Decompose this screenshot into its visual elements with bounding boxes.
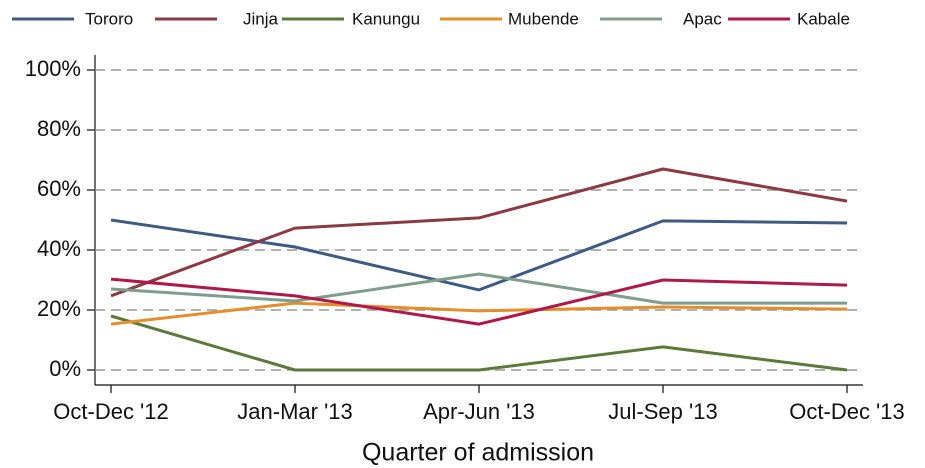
y-tick-label: 80% bbox=[37, 116, 81, 141]
series-line bbox=[110, 218, 848, 292]
y-tick-label: 60% bbox=[37, 176, 81, 201]
legend-label: Jinja bbox=[243, 9, 279, 28]
legend-label: Tororo bbox=[85, 9, 133, 28]
legend-label: Kanungu bbox=[352, 9, 420, 28]
series-line bbox=[110, 272, 847, 305]
legend-label: Kabale bbox=[797, 9, 850, 28]
y-tick-label: 0% bbox=[49, 356, 81, 381]
legend-label: Mubende bbox=[508, 9, 579, 28]
x-tick-label: Oct-Dec '12 bbox=[53, 399, 168, 424]
series-line bbox=[110, 277, 848, 326]
y-tick-label: 20% bbox=[37, 296, 81, 321]
x-tick-label: Oct-Dec '13 bbox=[789, 399, 904, 424]
legend-label: Apac bbox=[683, 9, 722, 28]
series-line bbox=[110, 167, 848, 298]
x-tick-label: Jul-Sep '13 bbox=[608, 399, 717, 424]
x-tick-label: Jan-Mar '13 bbox=[237, 399, 352, 424]
x-axis-title: Quarter of admission bbox=[362, 439, 594, 467]
x-tick-label: Apr-Jun '13 bbox=[423, 399, 535, 424]
y-tick-label: 100% bbox=[25, 56, 81, 81]
series-line bbox=[110, 301, 848, 326]
y-tick-label: 40% bbox=[37, 236, 81, 261]
series-line bbox=[110, 314, 848, 372]
